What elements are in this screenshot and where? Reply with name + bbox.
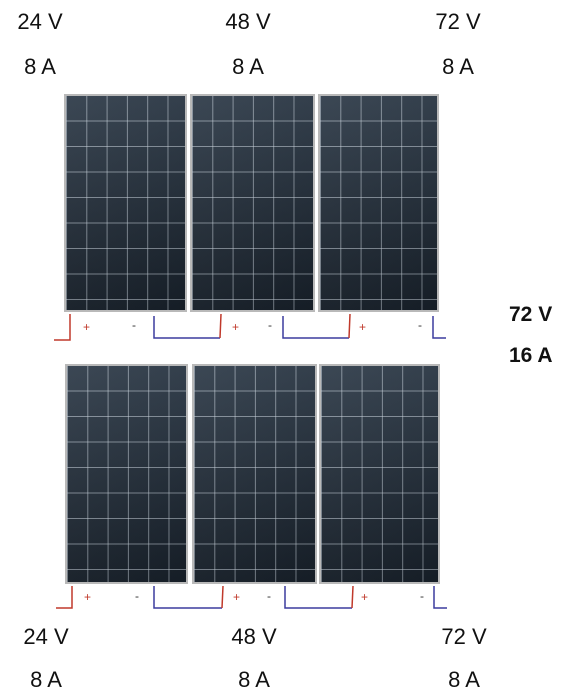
top-panel-1-plus: + — [83, 320, 90, 334]
top-panel-1-voltage: 24 V — [17, 9, 63, 34]
top-panel-1-current: 8 A — [24, 54, 56, 79]
top-panel-3-minus: - — [418, 318, 422, 332]
bottom-panel-3-voltage: 72 V — [441, 624, 487, 649]
top-panel-3-plus: + — [359, 320, 366, 334]
solar-panel-bottom-2 — [192, 364, 317, 584]
top-positive-lead — [54, 314, 71, 341]
top-link-2-positive — [348, 313, 351, 339]
bottom-link-1-negative — [153, 586, 222, 609]
top-panel-2-current: 8 A — [232, 54, 264, 79]
top-link-1-positive — [219, 313, 222, 339]
top-panel-2-minus: - — [268, 318, 272, 332]
top-panel-2-voltage: 48 V — [225, 9, 271, 34]
solar-panel-bottom-3 — [319, 364, 440, 584]
bottom-panel-2-plus: + — [233, 590, 240, 604]
total-current: 16 A — [509, 344, 553, 367]
bottom-panel-2-minus: - — [267, 589, 271, 603]
bottom-panel-1-current: 8 A — [30, 667, 62, 692]
solar-panel-bottom-1 — [65, 364, 188, 584]
solar-panel-top-2 — [190, 94, 315, 312]
bottom-panel-3-current: 8 A — [448, 667, 480, 692]
bottom-panel-3-plus: + — [361, 590, 368, 604]
top-panel-3-voltage: 72 V — [435, 9, 481, 34]
top-negative-lead — [432, 316, 446, 339]
bottom-panel-1-voltage: 24 V — [23, 624, 69, 649]
top-panel-3-current: 8 A — [442, 54, 474, 79]
bottom-panel-1-plus: + — [84, 590, 91, 604]
bottom-positive-lead — [56, 586, 73, 609]
total-voltage: 72 V — [509, 303, 553, 326]
bottom-panel-2-voltage: 48 V — [231, 624, 277, 649]
bottom-link-2-negative — [284, 586, 352, 609]
top-panel-1-minus: - — [132, 318, 136, 332]
bottom-panel-1-minus: - — [135, 589, 139, 603]
bottom-link-1-positive — [221, 585, 224, 609]
top-link-2-negative — [282, 316, 349, 339]
top-panel-2-plus: + — [232, 320, 239, 334]
bottom-panel-2-current: 8 A — [238, 667, 270, 692]
bottom-panel-3-minus: - — [420, 589, 424, 603]
top-link-1-negative — [153, 316, 220, 339]
solar-panel-top-3 — [318, 94, 439, 312]
solar-panel-top-1 — [64, 94, 187, 312]
bottom-link-2-positive — [351, 585, 354, 609]
bottom-negative-lead — [433, 586, 447, 609]
